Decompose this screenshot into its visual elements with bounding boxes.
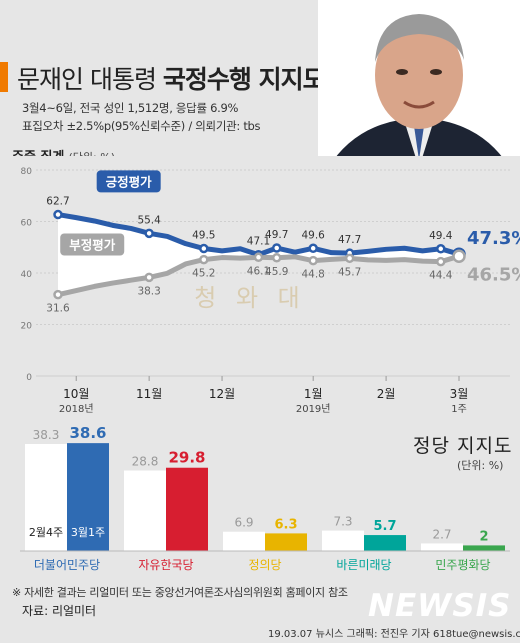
- party-chart-unit: (단위: %): [457, 459, 504, 472]
- series-tag-label: 긍정평가: [106, 174, 153, 189]
- data-value-label: 46.1: [247, 265, 270, 277]
- bar-current-value: 6.3: [274, 517, 297, 532]
- newsis-logo: NEWSIS: [368, 588, 512, 624]
- x-tick-sublabel: 2018년: [59, 403, 94, 415]
- bar-prev-value: 38.3: [33, 428, 60, 442]
- data-value-label: 55.4: [137, 214, 161, 226]
- party-chart-title: 정당 지지도: [413, 435, 513, 457]
- latest-value-label: 46.5%: [467, 264, 520, 285]
- party-name-label: 정의당: [248, 558, 281, 572]
- president-portrait: [318, 0, 520, 168]
- bar-prev-value: 2.7: [432, 527, 451, 541]
- data-point: [271, 253, 282, 263]
- x-tick-label: 12월: [209, 387, 235, 401]
- x-tick-label: 2월: [377, 387, 396, 401]
- data-value-label: 49.6: [301, 229, 325, 241]
- data-point: [253, 252, 264, 263]
- party-name-label: 민주평화당: [435, 558, 490, 572]
- x-tick-label: 10월: [63, 387, 89, 401]
- watermark-text: 청 와 대: [194, 284, 306, 312]
- credit-line: 19.03.07 뉴시스 그래픽: 전진우 기자 618tue@newsis.c…: [268, 629, 520, 640]
- source-label: 자료: 리얼미터: [22, 604, 97, 618]
- survey-info: 3월4~6일, 전국 성인 1,512명, 응답률 6.9%: [22, 101, 239, 115]
- data-point: [436, 256, 446, 267]
- x-tick-sublabel: 1주: [451, 404, 467, 415]
- data-point: [144, 272, 154, 283]
- data-point: [271, 243, 282, 253]
- bar-current-week: [463, 545, 505, 551]
- data-value-label: 62.7: [46, 196, 69, 208]
- error-margin-info: 표집오차 ±2.5%p(95%신뢰수준) / 의뢰기관: tbs: [22, 119, 261, 133]
- data-point: [308, 255, 318, 266]
- series-label-current: 3월1주: [71, 526, 105, 539]
- data-value-label: 47.1: [247, 236, 270, 248]
- data-value-label: 38.3: [137, 285, 160, 297]
- bar-current-week: [364, 535, 406, 551]
- party-name-label: 바른미래당: [336, 558, 391, 572]
- data-point: [53, 289, 63, 300]
- series-tag-box: [60, 233, 125, 256]
- data-value-label: 49.7: [265, 229, 288, 241]
- series-tag-label: 부정평가: [69, 238, 116, 253]
- y-tick-label: 20: [21, 322, 33, 332]
- page-title: 문재인 대통령 국정수행 지지도: [17, 65, 326, 94]
- bar-current-week: [166, 467, 208, 551]
- data-value-label: 47.7: [338, 234, 361, 246]
- bar-current-value: 38.6: [69, 424, 106, 442]
- data-point: [436, 244, 446, 254]
- data-point: [199, 243, 209, 254]
- footnote: ※ 자세한 결과는 리얼미터 또는 중앙선거여론조사심의위원회 홈페이지 참조: [12, 586, 348, 599]
- bar-prev-week: [124, 470, 166, 551]
- bar-prev-week: [223, 531, 265, 551]
- bar-prev-week: [25, 443, 67, 551]
- bar-prev-week: [421, 543, 463, 551]
- title-accent-bar: [0, 62, 8, 92]
- bar-current-week: [265, 533, 307, 551]
- data-value-label: 44.4: [429, 270, 453, 282]
- x-tick-sublabel: 2019년: [296, 403, 331, 415]
- bar-prev-week: [322, 530, 364, 551]
- data-value-label: 45.2: [192, 268, 215, 280]
- latest-value-label: 47.3%: [467, 228, 520, 249]
- y-tick-label: 0: [26, 373, 32, 383]
- x-tick-label: 11월: [136, 387, 162, 401]
- party-name-label: 자유한국당: [138, 558, 193, 572]
- bar-prev-value: 28.8: [132, 455, 159, 469]
- data-value-label: 49.5: [192, 230, 215, 242]
- series-label-prev: 2월4주: [29, 526, 63, 539]
- data-point: [308, 243, 318, 254]
- data-point: [452, 249, 466, 264]
- data-value-label: 31.6: [46, 303, 70, 315]
- x-tick-label: 1월: [304, 387, 323, 401]
- y-tick-label: 60: [21, 219, 33, 229]
- data-value-label: 44.8: [301, 269, 324, 281]
- data-point: [144, 228, 154, 239]
- series-tag-box: [96, 170, 161, 193]
- bar-current-week: [67, 443, 109, 551]
- x-tick-label: 3월: [450, 387, 469, 401]
- bar-current-value: 29.8: [168, 449, 205, 467]
- bar-prev-value: 7.3: [333, 515, 352, 529]
- data-value-label: 45.9: [265, 266, 288, 278]
- bar-current-value: 5.7: [373, 519, 396, 534]
- y-tick-label: 40: [21, 270, 33, 280]
- data-value-label: 45.7: [338, 266, 361, 278]
- party-name-label: 더불어민주당: [34, 558, 100, 572]
- data-point: [344, 253, 355, 264]
- bar-prev-value: 6.9: [234, 516, 253, 530]
- data-point: [53, 209, 63, 220]
- data-value-label: 49.4: [429, 230, 453, 242]
- y-tick-label: 80: [21, 167, 33, 177]
- data-point: [199, 254, 209, 265]
- bar-current-value: 2: [479, 529, 488, 544]
